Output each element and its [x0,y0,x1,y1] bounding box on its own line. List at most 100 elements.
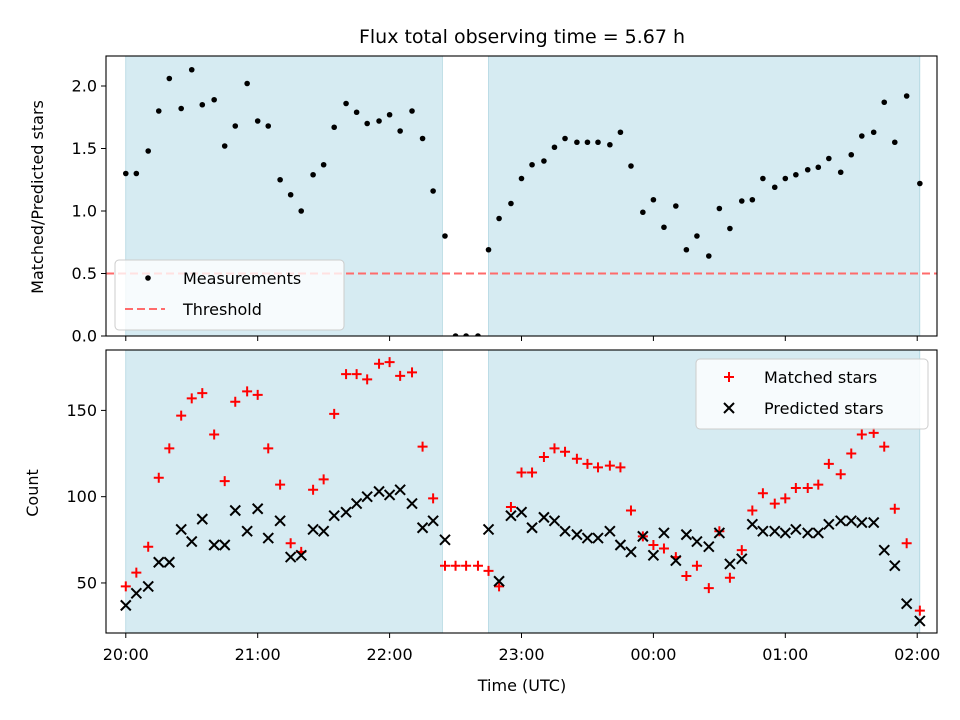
measurement-point [277,176,283,183]
matched-star-point [615,462,626,473]
predicted-star-point [691,535,703,548]
predicted-star-point [439,534,451,546]
measurement-point [917,180,923,187]
predicted-star-point [769,525,781,537]
predicted-star-point [383,489,396,501]
matched-star-point [769,498,780,509]
predicted-star-point [548,515,561,527]
predicted-star-point [175,523,187,536]
matched-star-point [209,429,220,440]
measurement-point [518,175,525,182]
measurement-point [859,133,865,139]
matched-star-point [625,505,636,516]
measurement-point [738,198,745,204]
measurement-point [881,99,888,106]
predicted-star-point [493,575,505,587]
measurement-point [574,139,580,146]
measurement-point [640,209,646,216]
matched-star-point [428,493,439,504]
measurement-point [903,93,910,99]
predicted-star-point [373,485,385,498]
predicted-star-point [802,527,814,539]
predicted-star-point [241,525,253,537]
matched-star-point [186,393,197,404]
predicted-star-point [713,527,726,539]
measurement-point [683,246,690,253]
measurement-point [353,109,360,116]
matched-star-point [341,369,352,380]
predicted-star-point [790,523,802,536]
x-tick-label: 20:00 [103,645,149,664]
legend-label: Measurements [183,269,301,288]
predicted-star-point [571,528,583,541]
y-tick-label: 150 [66,401,97,420]
predicted-star-point [482,523,495,536]
matched-star-point [516,467,527,478]
matched-star-point [823,458,834,469]
matched-star-point [263,443,274,454]
y-tick-label: 1.5 [72,139,97,158]
predicted-star-point [900,597,913,610]
predicted-star-point [647,549,660,562]
legend-label: Matched stars [764,368,877,387]
measurement-point [749,196,756,203]
matched-star-point [318,474,329,485]
measurement-point [727,225,733,232]
measurement-point [551,144,558,151]
matched-star-point [813,479,824,490]
observing-window-shade [125,349,443,634]
predicted-star-point [680,528,693,541]
matched-star-point [914,605,925,616]
measurement-point [650,196,657,203]
y-tick-label: 0.5 [72,264,97,283]
predicted-star-point [284,551,297,563]
measurement-point [331,124,337,131]
measurement-point [320,161,327,168]
predicted-star-point [703,541,715,553]
matched-star-point [242,386,253,397]
measurement-point [617,129,624,136]
matched-star-point [131,567,142,578]
measurement-point [265,123,272,129]
predicted-star-point [812,527,824,539]
matched-star-point [164,443,175,454]
measurement-point [364,120,370,127]
measurement-point [145,148,152,154]
predicted-star-point [581,532,594,544]
measurement-point [178,105,184,112]
predicted-star-point [538,511,550,524]
measurement-point [452,333,459,336]
predicted-star-point [779,527,792,539]
predicted-star-point [614,539,627,551]
predicted-star-point [361,490,373,503]
measurement-point [782,175,789,182]
measurement-point [760,175,766,182]
measurement-point [475,333,481,336]
matched-star-point [417,441,428,452]
matched-star-point [275,479,286,490]
matched-star-point [120,581,131,592]
matched-star-point [780,493,791,504]
measurement-point [430,188,436,194]
matched-star-point [505,502,516,513]
measurement-point [166,75,173,82]
matched-star-point [593,462,604,473]
measurement-point [870,129,877,136]
matched-star-point [901,538,912,549]
predicted-star-point [142,580,154,593]
matched-star-point [582,458,593,469]
matched-star-point [472,560,483,571]
measurement-point [706,253,712,259]
measurement-point [199,101,206,108]
measurement-point [254,118,261,124]
predicted-star-point [505,509,517,522]
series-measurements [122,66,923,336]
measurement-point [595,139,601,146]
matched-star-point [560,446,571,457]
top-y-axis-label: Matched/Predicted stars [28,100,47,294]
predicted-star-point [637,530,649,543]
matched-star-point [494,581,505,592]
matched-star-point [604,460,615,471]
measurement-point [343,100,349,107]
